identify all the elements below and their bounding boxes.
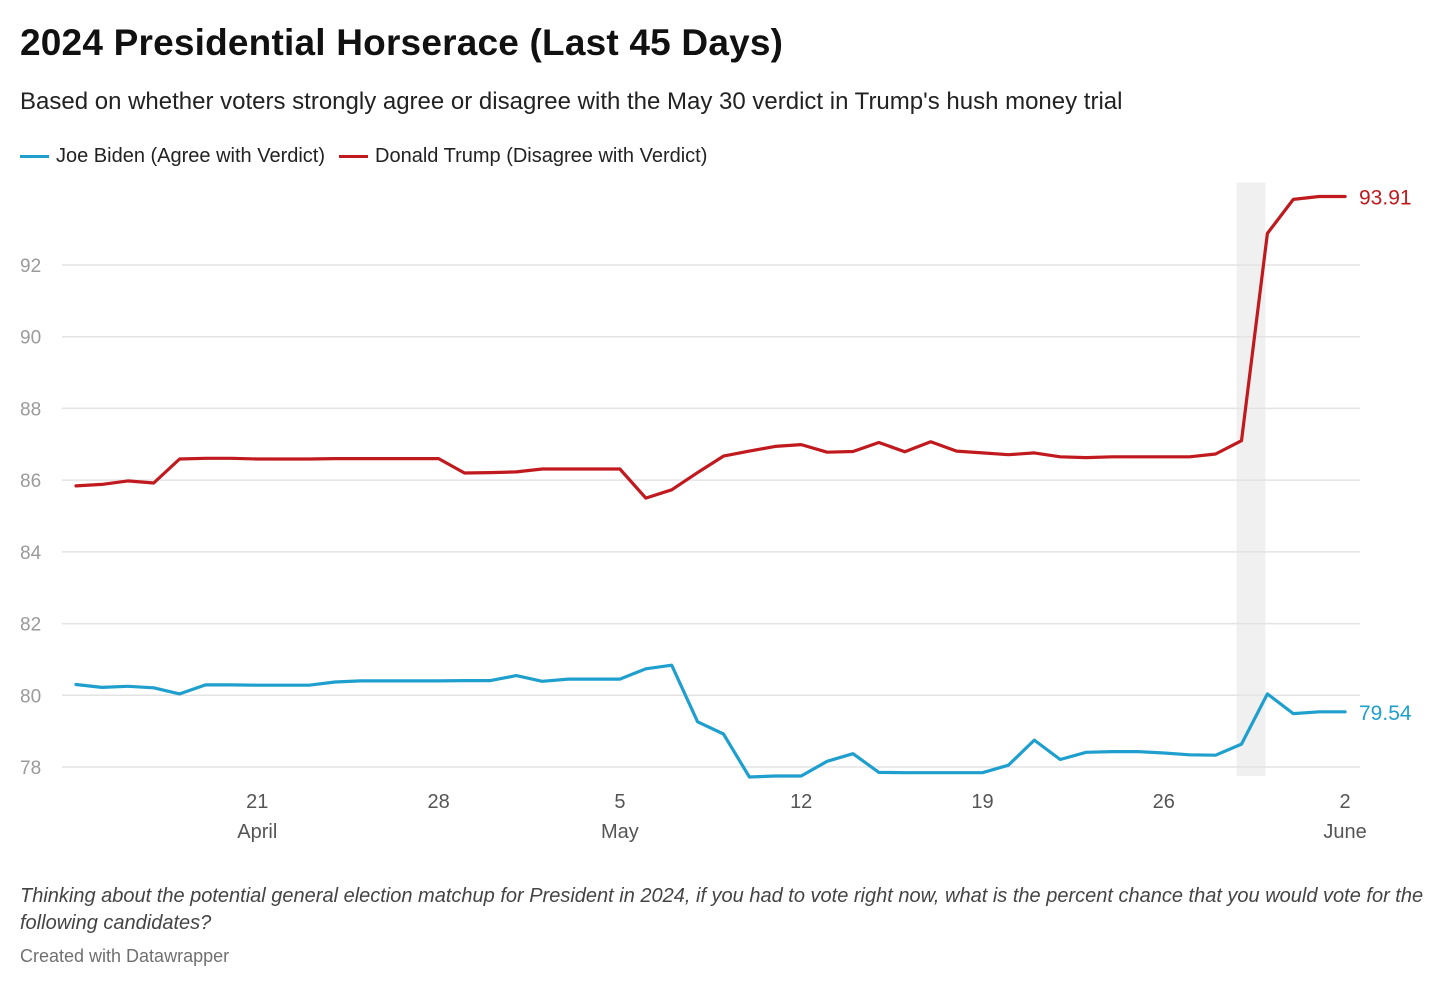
x-tick-month-label: April	[237, 821, 277, 843]
y-tick-label: 88	[20, 399, 41, 420]
legend-swatch-biden	[20, 155, 49, 158]
chart-subtitle: Based on whether voters strongly agree o…	[20, 88, 1123, 115]
x-tick-label: 19	[971, 791, 993, 813]
x-tick-label: 12	[790, 791, 812, 813]
y-tick-label: 84	[20, 543, 42, 564]
x-tick-label: 2	[1340, 791, 1351, 813]
y-tick-label: 86	[20, 471, 41, 492]
legend-swatch-trump	[339, 155, 369, 158]
y-tick-label: 82	[20, 615, 41, 636]
chart-title: 2024 Presidential Horserace (Last 45 Day…	[20, 22, 784, 63]
legend-label-biden: Joe Biden (Agree with Verdict)	[56, 145, 326, 167]
series-line-biden	[74, 663, 1347, 779]
series-line-trump	[74, 194, 1347, 500]
x-tick-label: 21	[246, 791, 268, 813]
legend-label-trump: Donald Trump (Disagree with Verdict)	[375, 145, 708, 167]
x-tick-label: 28	[427, 791, 449, 813]
chart-notes: Thinking about the potential general ele…	[20, 885, 1424, 934]
legend-item-trump: Donald Trump (Disagree with Verdict)	[339, 145, 707, 168]
y-tick-label: 90	[20, 328, 41, 349]
end-value-label-biden: 79.54	[1359, 702, 1412, 725]
chart-credit: Created with Datawrapper	[20, 946, 230, 966]
legend-item-biden: Joe Biden (Agree with Verdict)	[20, 145, 325, 168]
end-value-label-trump: 93.91	[1359, 187, 1412, 210]
y-tick-label: 78	[20, 758, 41, 779]
x-tick-month-label: May	[601, 821, 639, 843]
x-tick-month-label: June	[1323, 821, 1366, 843]
y-tick-label: 92	[20, 256, 41, 277]
x-tick-label: 26	[1153, 791, 1175, 813]
x-tick-label: 5	[614, 791, 625, 813]
y-tick-label: 80	[20, 686, 41, 707]
legend: Joe Biden (Agree with Verdict) Donald Tr…	[20, 145, 721, 168]
line-chart: 78 80 82 84 86 88 90 92 21 April 28 5 May 12 19 26 2 June…	[20, 182, 1412, 843]
